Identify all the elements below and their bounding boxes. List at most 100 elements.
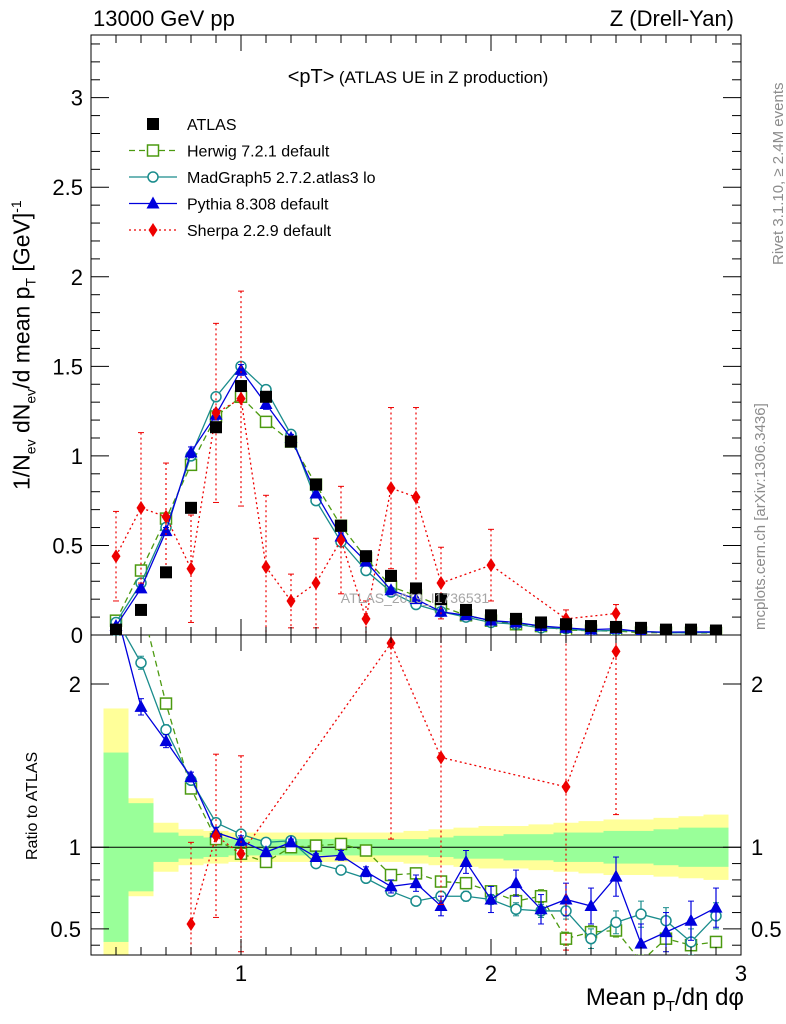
top-atlas-point: [335, 519, 347, 532]
ratio-madgraph5-point: [585, 932, 597, 945]
chart-title-sub: (ATLAS UE in Z production): [338, 68, 549, 87]
rivet-label: Rivet 3.1.10, ≥ 2.4M events: [770, 82, 786, 266]
top-pythia-point: [434, 604, 448, 617]
ratio-madgraph5-point: [610, 916, 622, 929]
top-atlas-point: [485, 609, 497, 622]
top-sherpa-point: [186, 561, 196, 576]
top-atlas-point: [585, 620, 597, 633]
ratio-sherpa-point: [436, 750, 446, 765]
top-atlas-point: [185, 501, 197, 514]
ratio-pythia-point: [659, 925, 673, 938]
ratio-herwig-point: [359, 844, 373, 857]
top-sherpa-point: [611, 606, 621, 621]
ratio-pythia-point: [234, 833, 248, 846]
top-sherpa-point: [136, 500, 146, 515]
top-y-tick-label: 0: [71, 623, 83, 648]
top-y-tick-label: 2: [71, 265, 83, 290]
top-atlas-point: [385, 569, 397, 582]
top-pythia-point: [234, 362, 248, 375]
top-atlas-point: [610, 620, 622, 633]
ratio-pythia-point: [584, 899, 598, 912]
top-atlas-point: [135, 603, 147, 616]
ratio-pythia-point: [684, 913, 698, 926]
ratio-pythia-point: [384, 879, 398, 892]
legend-sherpa-marker: [148, 223, 158, 237]
ratio-pythia-point: [184, 770, 198, 783]
legend-atlas-label: ATLAS: [187, 117, 237, 134]
top-sherpa-point: [261, 559, 271, 574]
top-atlas-point: [460, 603, 472, 616]
ratio-sherpa-point: [211, 828, 221, 843]
ratio-sherpa-point: [611, 644, 621, 659]
legend: ATLAS Herwig 7.2.1 default MadGraph5 2.7.2…: [129, 117, 376, 240]
top-sherpa-point: [436, 576, 446, 591]
chart-title: <pT> (ATLAS UE in Z production): [0, 66, 786, 89]
ratio-herwig-point: [636, 956, 647, 967]
ratio-panel-frame: [90, 634, 742, 956]
ratio-herwig-point: [309, 839, 323, 852]
ratio-ylabel: Ratio to ATLAS: [24, 751, 41, 860]
analysis-watermark: ATLAS_2019_I1736531: [341, 590, 490, 606]
top-atlas-point: [535, 616, 547, 629]
legend-pythia-marker: [146, 196, 160, 209]
top-atlas-point: [435, 593, 447, 606]
ratio-madgraph5-point: [635, 908, 647, 920]
ratio-madgraph5-point: [460, 890, 472, 902]
ratio-pythia-point: [559, 892, 573, 905]
ratio-pythia-point: [609, 869, 623, 882]
ratio-pythia-point: [484, 892, 498, 905]
ratio-y-tick-label: 0.5: [751, 917, 782, 942]
top-sherpa-point: [486, 558, 496, 573]
ratio-sherpa-point: [561, 779, 571, 794]
header-left: 13000 GeV pp: [93, 6, 235, 31]
top-pythia-point: [309, 486, 323, 499]
top-y-tick-label: 1.5: [52, 354, 83, 379]
ratio-herwig-point: [259, 855, 273, 869]
top-pythia-point: [259, 396, 273, 409]
top-y-tick-label: 2.5: [52, 175, 83, 200]
legend-sherpa-label: Sherpa 2.2.9 default: [187, 223, 332, 240]
top-sherpa-point: [311, 576, 321, 591]
top-sherpa-point: [361, 611, 371, 626]
ratio-madgraph5-line: [124, 635, 717, 943]
top-sherpa-point: [111, 549, 121, 564]
ratio-y-tick-label: 0.5: [50, 917, 81, 942]
top-madgraph5-point: [360, 564, 372, 577]
top-sherpa-point: [211, 405, 221, 420]
ratio-pythia-point: [259, 845, 273, 858]
ratio-herwig-point: [709, 935, 723, 949]
ratio-pythia-point: [459, 854, 473, 867]
header-right: Z (Drell-Yan): [609, 6, 734, 31]
top-pythia-point: [134, 581, 148, 594]
ratio-sherpa-point: [386, 636, 396, 651]
top-herwig-point: [259, 415, 273, 429]
top-atlas-point: [410, 582, 422, 595]
x-tick-label: 1: [235, 961, 247, 986]
ratio-pythia-point: [434, 899, 448, 912]
top-atlas-point: [160, 566, 172, 579]
chart-title-main: <pT>: [287, 66, 335, 88]
ratio-madgraph5-point: [510, 903, 522, 916]
top-atlas-point: [510, 612, 522, 625]
legend-atlas-marker: [147, 118, 159, 130]
legend-pythia-label: Pythia 8.308 default: [187, 197, 329, 214]
ratio-pythia-point: [309, 850, 323, 863]
ratio-madgraph5-point: [160, 723, 172, 736]
top-ylabel: 1/Nev dNev/d mean pT [GeV]-1: [8, 200, 39, 490]
top-panel-series: [109, 290, 723, 635]
top-y-tick-label: 3: [71, 86, 83, 111]
top-madgraph5-point: [210, 391, 222, 403]
mcplots-label: mcplots.cern.ch [arXiv:1306.3436]: [752, 403, 769, 630]
ratio-pythia-point: [134, 699, 148, 712]
legend-herwig-marker: [146, 144, 160, 157]
ratio-sherpa-point: [186, 916, 196, 931]
ratio-sherpa-line: [190, 641, 617, 925]
ratio-madgraph5-point: [410, 895, 422, 907]
ratio-y-tick-label: 2: [69, 672, 81, 697]
ratio-y-tick-label: 1: [751, 835, 763, 860]
ratio-panel-series: [113, 635, 723, 967]
ratio-madgraph5-point: [135, 657, 147, 669]
ratio-pythia-point: [159, 734, 173, 747]
ratio-pythia-point: [409, 876, 423, 889]
